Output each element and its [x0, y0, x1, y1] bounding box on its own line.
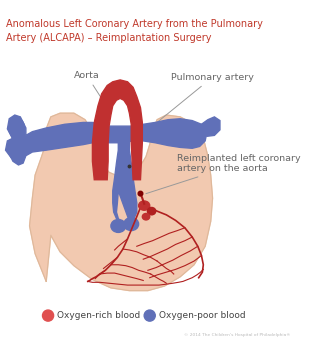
Polygon shape: [113, 141, 137, 228]
Ellipse shape: [139, 201, 150, 210]
Polygon shape: [92, 80, 142, 180]
Circle shape: [43, 310, 54, 321]
Text: Oxygen-poor blood: Oxygen-poor blood: [159, 311, 245, 320]
Ellipse shape: [111, 220, 126, 232]
Ellipse shape: [148, 208, 156, 215]
Text: Pulmonary artery: Pulmonary artery: [155, 73, 254, 124]
Ellipse shape: [142, 214, 150, 220]
Polygon shape: [200, 117, 220, 136]
Text: © 2014 The Children's Hospital of Philadelphia®: © 2014 The Children's Hospital of Philad…: [184, 333, 290, 337]
Text: Aorta: Aorta: [74, 71, 105, 103]
Polygon shape: [9, 119, 207, 165]
Text: Oxygen-rich blood: Oxygen-rich blood: [57, 311, 140, 320]
Polygon shape: [7, 115, 24, 145]
Text: Reimplanted left coronary
artery on the aorta: Reimplanted left coronary artery on the …: [146, 154, 301, 194]
Text: Anomalous Left Coronary Artery from the Pulmonary
Artery (ALCAPA) – Reimplantati: Anomalous Left Coronary Artery from the …: [5, 19, 262, 42]
Circle shape: [144, 310, 155, 321]
Circle shape: [138, 191, 143, 196]
Polygon shape: [5, 138, 22, 161]
Polygon shape: [29, 113, 212, 291]
Ellipse shape: [124, 218, 139, 231]
